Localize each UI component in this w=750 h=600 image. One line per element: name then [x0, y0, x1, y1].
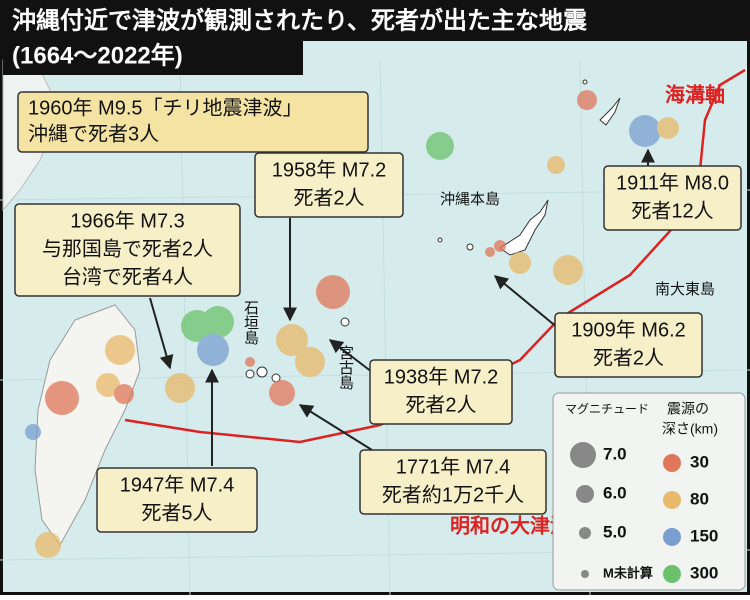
legend-title: マグニチュード	[565, 402, 649, 416]
callout-text: 死者2人	[293, 186, 364, 209]
callout-text: 1947年 M7.4	[120, 473, 235, 496]
legend-label: 300	[690, 563, 718, 582]
place-label: 沖縄本島	[440, 191, 500, 208]
callout-box	[17, 91, 369, 153]
callout-text: 死者5人	[141, 501, 212, 524]
callouts: 1960年 M9.5「チリ地震津波」沖縄で死者3人 1958年 M7.2 死者2人 1…	[14, 91, 742, 533]
callout-text: 沖縄で死者3人	[28, 122, 159, 145]
legend-label: 80	[690, 489, 709, 508]
callout-box	[603, 165, 742, 231]
callout-text: 死者2人	[405, 393, 476, 416]
legend-label: 150	[690, 526, 718, 545]
place-label: 石垣島	[242, 300, 259, 345]
callout-box	[369, 359, 513, 425]
okinawa-island	[499, 199, 549, 256]
callout-text: 1938年 M7.2	[384, 365, 499, 388]
island	[599, 97, 621, 126]
callout-text: 1909年 M6.2	[571, 318, 686, 341]
callout-text: 死者約1万2千人	[382, 483, 524, 506]
quake-circles	[25, 90, 679, 558]
arrows	[149, 148, 655, 466]
callout-text: 1771年 M7.4	[396, 455, 511, 478]
tsunami-name: 明和の大津波	[450, 514, 571, 537]
legend-label: 7.0	[603, 444, 627, 463]
place-label: 南大東島	[655, 281, 715, 298]
legend-label: 6.0	[603, 483, 627, 502]
callout-text: 1960年 M9.5「チリ地震津波」	[28, 96, 303, 119]
callout-text: 与那国島で死者2人	[42, 237, 213, 260]
callout-text: 1958年 M7.2	[272, 158, 387, 181]
place-label: 宮古島	[337, 345, 354, 390]
callout-box	[96, 467, 258, 533]
legend-title: 深さ(km)	[662, 421, 718, 437]
legend	[552, 392, 746, 591]
callout-box	[554, 312, 703, 378]
callout-text: 台湾で死者4人	[62, 265, 193, 288]
callout-text: 1911年 M8.0	[616, 171, 729, 194]
legend-label: 5.0	[603, 522, 627, 541]
callout-box	[254, 152, 404, 218]
legend-symbols	[570, 442, 681, 583]
taiwan	[34, 304, 141, 546]
legend-label: M未計算	[603, 565, 653, 580]
callout-text: 死者2人	[593, 346, 664, 369]
callout-box	[14, 203, 241, 297]
callout-text: 死者12人	[631, 199, 713, 222]
subtitle: (1664〜2022年)	[12, 41, 183, 69]
callout-text: 1966年 M7.3	[70, 209, 185, 232]
callout-box	[359, 449, 547, 515]
legend-label: 30	[690, 452, 709, 471]
legend-title: 震源の	[667, 401, 709, 417]
title: 沖縄付近で津波が観測されたり、死者が出た主な地震	[12, 6, 588, 34]
trench-label: 海溝軸	[665, 82, 725, 106]
title-bg	[3, 3, 747, 41]
